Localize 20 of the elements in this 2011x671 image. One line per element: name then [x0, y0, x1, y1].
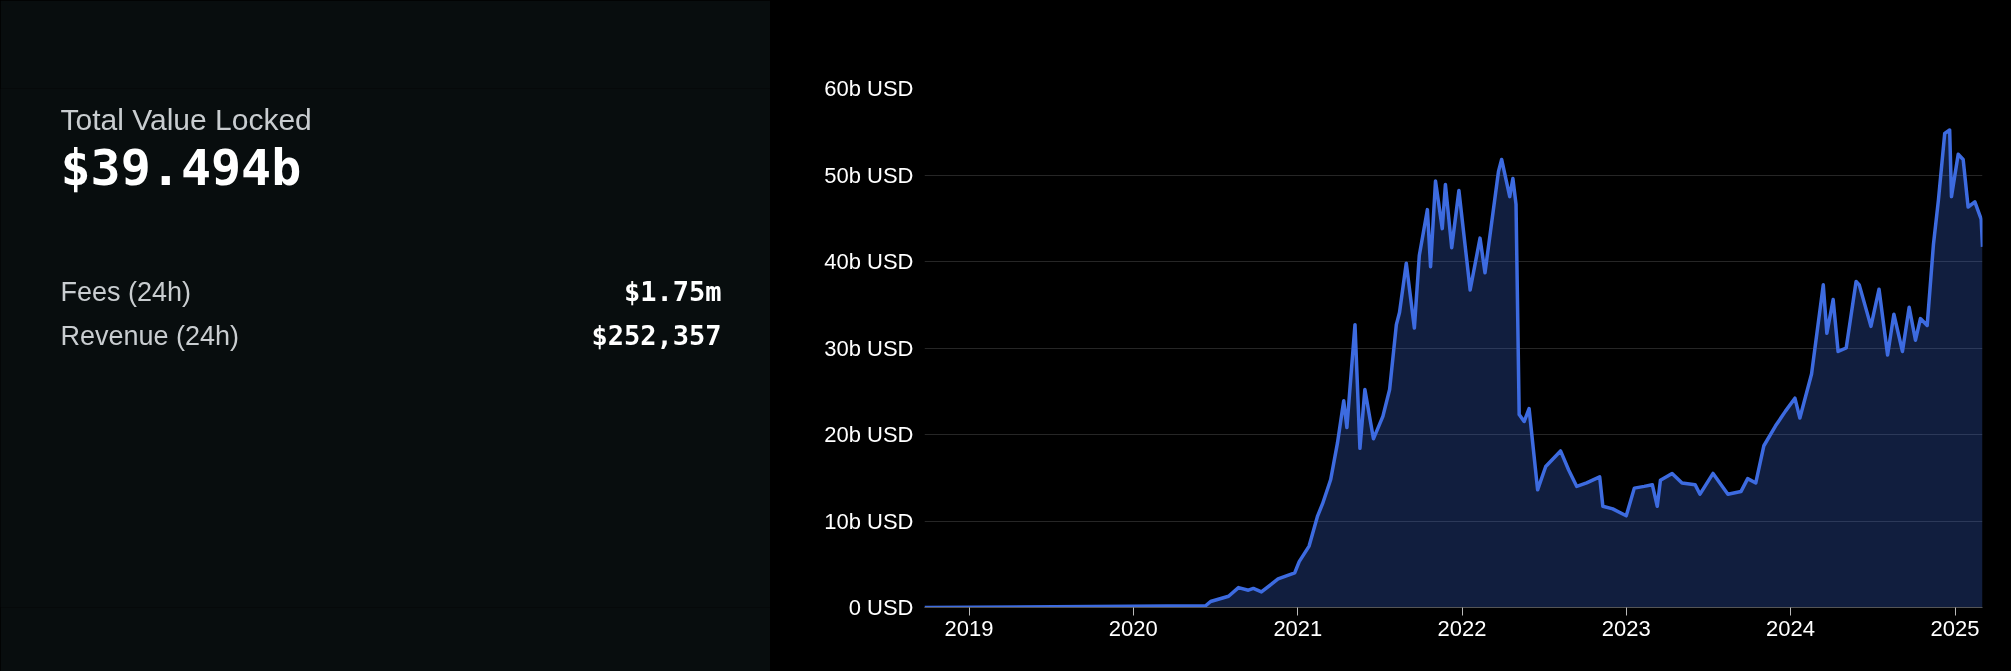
x-tick-label: 2020	[1108, 615, 1158, 641]
text: Fees (24h)	[60, 276, 192, 307]
y-tick-label: 40b USD	[824, 249, 914, 274]
y-tick-label: 60b USD	[824, 76, 914, 101]
x-tick-label: 2023	[1601, 615, 1651, 641]
x-tick-label: 2022	[1437, 615, 1487, 641]
text: $39.494b	[60, 138, 302, 197]
y-tick-label: 10b USD	[824, 508, 914, 534]
x-tick-label: 2019	[944, 615, 994, 641]
text: Total Value Locked	[60, 102, 312, 136]
x-tick-label: 2025	[1930, 615, 1980, 641]
text: $252,357	[591, 319, 722, 351]
y-tick-label: 30b USD	[824, 335, 914, 361]
y-tick-label: 50b USD	[824, 162, 914, 188]
text: Revenue (24h)	[60, 320, 240, 351]
y-tick-label: 20b USD	[824, 422, 914, 447]
y-tick-label: 0 USD	[848, 595, 914, 620]
x-tick-label: 2021	[1273, 615, 1323, 641]
x-tick-label: 2024	[1765, 615, 1815, 641]
text: $1.75m	[623, 275, 722, 307]
